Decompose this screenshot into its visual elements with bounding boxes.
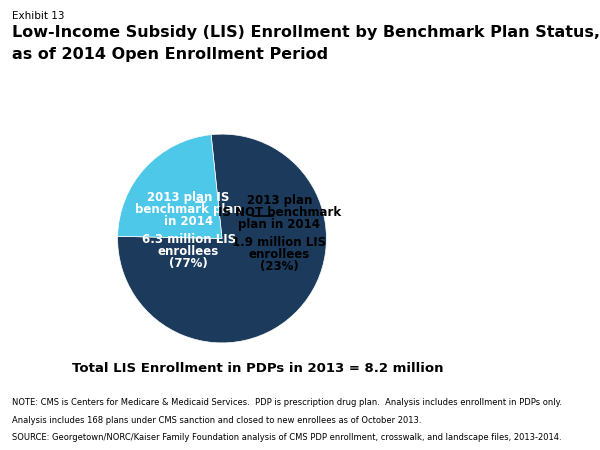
Text: SOURCE: Georgetown/NORC/Kaiser Family Foundation analysis of CMS PDP enrollment,: SOURCE: Georgetown/NORC/Kaiser Family Fo… <box>12 433 562 442</box>
Text: THE HENRY J: THE HENRY J <box>527 405 565 410</box>
Text: 6.3 million LIS: 6.3 million LIS <box>142 233 236 246</box>
Text: FAMILY: FAMILY <box>527 424 565 434</box>
Text: Analysis includes 168 plans under CMS sanction and closed to new enrollees as of: Analysis includes 168 plans under CMS sa… <box>12 416 421 425</box>
Text: (23%): (23%) <box>260 260 299 273</box>
Text: as of 2014 Open Enrollment Period: as of 2014 Open Enrollment Period <box>12 47 328 62</box>
Text: Total LIS Enrollment in PDPs in 2013 = 8.2 million: Total LIS Enrollment in PDPs in 2013 = 8… <box>72 362 444 375</box>
Text: FOUNDATION: FOUNDATION <box>526 437 566 443</box>
Text: 2013 plan IS: 2013 plan IS <box>148 191 230 204</box>
Text: Exhibit 13: Exhibit 13 <box>12 11 65 21</box>
Text: in 2014: in 2014 <box>164 215 213 228</box>
Text: IS NOT benchmark: IS NOT benchmark <box>218 206 341 219</box>
Text: benchmark plan: benchmark plan <box>135 203 242 216</box>
Text: 2013 plan: 2013 plan <box>247 194 312 207</box>
Text: (77%): (77%) <box>169 257 208 270</box>
Text: 1.9 million LIS: 1.9 million LIS <box>232 236 326 249</box>
Text: KAISER: KAISER <box>526 414 566 423</box>
Wedge shape <box>118 135 222 238</box>
Text: NOTE: CMS is Centers for Medicare & Medicaid Services.  PDP is prescription drug: NOTE: CMS is Centers for Medicare & Medi… <box>12 398 562 407</box>
Text: enrollees: enrollees <box>158 245 219 258</box>
Text: enrollees: enrollees <box>249 248 310 261</box>
Text: plan in 2014: plan in 2014 <box>238 218 320 231</box>
Text: Low-Income Subsidy (LIS) Enrollment by Benchmark Plan Status,: Low-Income Subsidy (LIS) Enrollment by B… <box>12 25 600 40</box>
Wedge shape <box>118 134 326 343</box>
